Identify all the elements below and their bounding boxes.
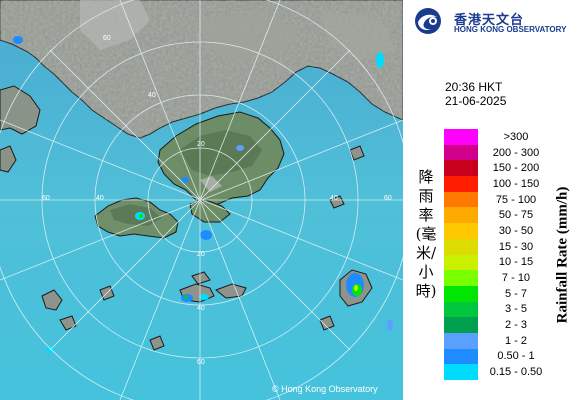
legend-swatch bbox=[444, 317, 478, 333]
rain-echoes bbox=[13, 36, 393, 353]
range-label-1: 60 bbox=[103, 35, 111, 42]
legend-item: 7 - 10 bbox=[444, 270, 548, 286]
range-label-6: 60 bbox=[197, 359, 205, 366]
legend-swatch bbox=[444, 238, 478, 255]
legend-label: 15 - 30 bbox=[498, 240, 534, 253]
legend-item: 5 - 7 bbox=[444, 285, 548, 302]
range-label-10: 60 bbox=[42, 195, 50, 202]
legend-swatch bbox=[444, 254, 478, 271]
legend-item: 50 - 75 bbox=[444, 207, 548, 224]
legend-label: 0.50 - 1 bbox=[497, 350, 535, 363]
legend-item: >300 bbox=[444, 129, 548, 145]
legend-swatch bbox=[444, 160, 478, 177]
legend-swatch bbox=[444, 270, 478, 286]
org-name-cn: 香港天文台 bbox=[454, 12, 525, 27]
radar-time: 20:36 HKT bbox=[445, 80, 503, 94]
legend-swatch bbox=[444, 348, 478, 365]
legend-title-en: Rainfall Rate (mm/h) bbox=[554, 186, 571, 324]
legend-item: 150 - 200 bbox=[444, 160, 548, 177]
legend-swatch bbox=[444, 129, 478, 145]
legend-label: 0.15 - 0.50 bbox=[489, 366, 543, 379]
legend-item: 100 - 150 bbox=[444, 176, 548, 192]
legend-label: 10 - 15 bbox=[498, 256, 534, 269]
legend-item: 0.50 - 1 bbox=[444, 348, 548, 365]
legend-item: 0.15 - 0.50 bbox=[444, 364, 548, 380]
range-label-3: 20 bbox=[197, 141, 205, 148]
range-label-2: 40 bbox=[148, 92, 156, 99]
copyright-text: © Hong Kong Observatory bbox=[272, 384, 378, 394]
legend-label: 2 - 3 bbox=[504, 319, 527, 332]
legend-item: 15 - 30 bbox=[444, 238, 548, 255]
range-label-5: 40 bbox=[197, 305, 205, 312]
legend-label: 1 - 2 bbox=[504, 334, 527, 347]
legend-label: 7 - 10 bbox=[501, 272, 531, 285]
legend-label: 30 - 50 bbox=[498, 224, 534, 237]
legend-swatch bbox=[444, 207, 478, 224]
hko-logo: 香港天文台 HONG KONG OBSERVATORY bbox=[413, 6, 573, 36]
legend-label: 50 - 75 bbox=[498, 209, 534, 222]
radar-map-svg: 60 40 20 20 40 60 60 40 40 60 bbox=[0, 0, 403, 400]
legend-swatch bbox=[444, 144, 478, 161]
legend-item: 3 - 5 bbox=[444, 301, 548, 318]
legend-item: 30 - 50 bbox=[444, 223, 548, 239]
legend-item: 1 - 2 bbox=[444, 332, 548, 349]
legend-item: 75 - 100 bbox=[444, 191, 548, 208]
radar-map: 60 40 20 20 40 60 60 40 40 60 © Hong Kon… bbox=[0, 0, 403, 400]
legend-label: 200 - 300 bbox=[492, 146, 540, 159]
legend-swatch bbox=[444, 332, 478, 349]
range-label-9: 40 bbox=[96, 195, 104, 202]
legend-label: 5 - 7 bbox=[504, 287, 527, 300]
legend-swatch bbox=[444, 301, 478, 318]
legend-label: 75 - 100 bbox=[495, 193, 537, 206]
legend-swatch bbox=[444, 364, 478, 380]
legend-swatch bbox=[444, 176, 478, 192]
range-rings bbox=[0, 0, 403, 400]
legend-label: 3 - 5 bbox=[504, 303, 527, 316]
range-label-8: 40 bbox=[330, 195, 338, 202]
range-label-7: 60 bbox=[384, 195, 392, 202]
legend-swatch bbox=[444, 285, 478, 302]
org-name-en: HONG KONG OBSERVATORY bbox=[454, 25, 567, 34]
mainland bbox=[0, 0, 403, 139]
legend-swatch bbox=[444, 223, 478, 239]
rainfall-legend: >300 200 - 300 150 - 200 100 - 150 75 - 100 5… bbox=[444, 129, 548, 380]
info-panel: 香港天文台 HONG KONG OBSERVATORY 20:36 HKT 21… bbox=[403, 0, 577, 400]
legend-label: 100 - 150 bbox=[492, 177, 540, 190]
hko-logo-icon bbox=[415, 8, 441, 34]
legend-item: 200 - 300 bbox=[444, 144, 548, 161]
legend-label: >300 bbox=[503, 130, 529, 143]
legend-item: 10 - 15 bbox=[444, 254, 548, 271]
legend-title-cn: 降雨率(毫米/小時) bbox=[415, 168, 437, 300]
legend-label: 150 - 200 bbox=[492, 162, 540, 175]
legend-item: 2 - 3 bbox=[444, 317, 548, 333]
west-coast bbox=[0, 85, 41, 173]
radar-date: 21-06-2025 bbox=[445, 94, 507, 108]
range-label-4: 20 bbox=[197, 251, 205, 258]
legend-swatch bbox=[444, 191, 478, 208]
